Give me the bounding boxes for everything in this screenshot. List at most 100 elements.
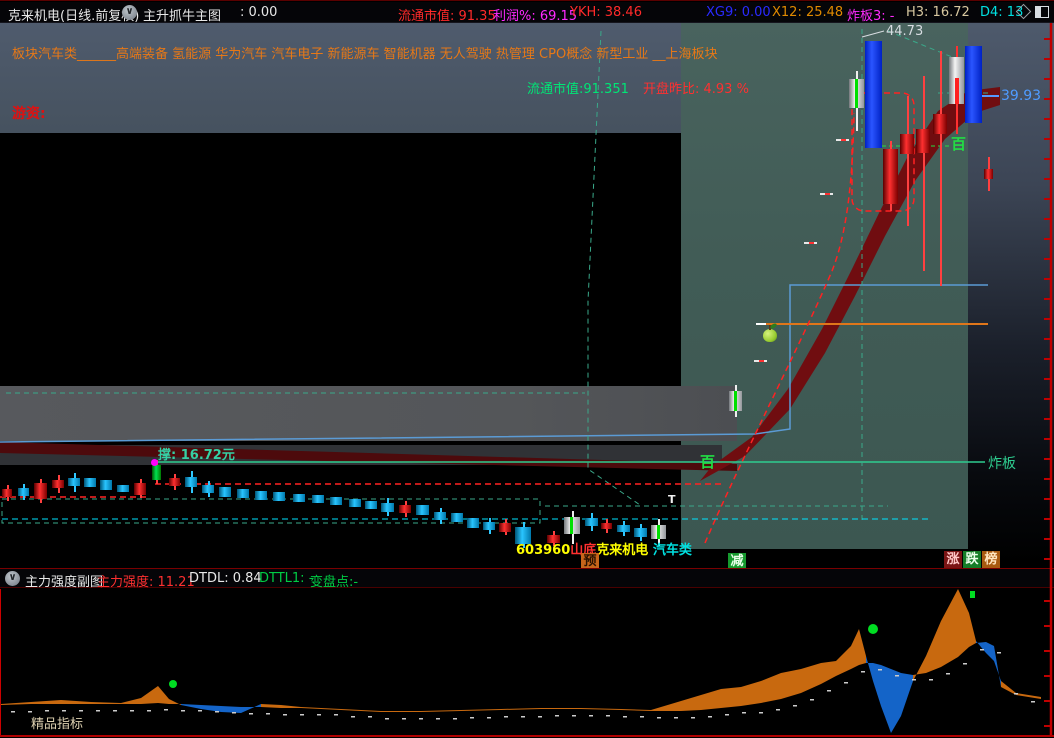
- candle: [883, 149, 898, 204]
- candle: [381, 503, 394, 512]
- dim-gray-band: [0, 445, 722, 465]
- bottom-border: [0, 735, 1054, 737]
- candle: [100, 480, 112, 490]
- candle: [312, 495, 324, 503]
- bai-bottom-label: 百: [700, 453, 716, 471]
- candle: [34, 483, 47, 499]
- stat-float-cap: 流通市值: 91.35: [398, 9, 496, 24]
- bang-badge[interactable]: 榜: [982, 551, 1000, 569]
- t-marker: T: [668, 493, 676, 506]
- candle: [467, 518, 479, 528]
- dtdl-value: DTDL: 0.84: [189, 571, 262, 586]
- stat-xg9: XG9: 0.00: [706, 5, 771, 20]
- candle: [483, 522, 495, 530]
- candle: [585, 518, 598, 526]
- stat-h3: H3: 16.72: [906, 5, 970, 20]
- candle: [499, 523, 511, 532]
- candle: [152, 465, 161, 480]
- main-chart-area[interactable]: 板块汽车类______高端装备 氢能源 华为汽车 汽车电子 新能源车 智能机器 …: [0, 23, 1054, 571]
- candle: [849, 79, 864, 108]
- candle: [2, 489, 12, 497]
- candle: [293, 494, 305, 502]
- candle: [18, 488, 29, 496]
- chevron-down-icon[interactable]: ∨: [122, 5, 137, 20]
- candle: [900, 134, 914, 154]
- candle: [202, 485, 214, 493]
- candle: [651, 525, 666, 539]
- candle: [547, 535, 560, 543]
- high-price-label: 44.73: [886, 24, 924, 39]
- stock-name-strip: 603960山底克来机电 汽车类: [516, 539, 692, 558]
- candle: [237, 489, 249, 498]
- main-indicator-name[interactable]: 主升抓牛主图: [143, 9, 222, 24]
- candle: [933, 114, 947, 134]
- candle: [273, 492, 285, 501]
- zhaban-line-label: 炸板: [988, 456, 1016, 472]
- title-bar: 克来机电(日线.前复权) ∨ 主升抓牛主图 : 0.00 流通市值: 91.35…: [0, 2, 1054, 24]
- sub-panel-header: ∨ 主力强度副图 主力强度: 11.21 DTDL: 0.84 DTTL1: -…: [0, 568, 1054, 590]
- dttl1-value: DTTL1: -: [259, 571, 314, 586]
- jian-badge[interactable]: 减: [728, 553, 746, 571]
- apple-icon: [763, 325, 777, 342]
- candle: [52, 480, 64, 488]
- float-cap-label: 流通市值:91.351: [527, 82, 629, 97]
- sector-tag-text: 汽车类: [652, 543, 692, 558]
- youzi-label: 游资:: [12, 106, 46, 122]
- stat-d4: D4: 13: [980, 5, 1024, 20]
- candle: [255, 491, 267, 500]
- candle: [399, 505, 411, 513]
- candle: [169, 478, 180, 486]
- candle: [965, 46, 982, 123]
- candle: [451, 513, 463, 522]
- zhang-badge[interactable]: 涨: [944, 551, 962, 569]
- strength-ribbon: [1, 589, 1041, 733]
- sub-indicator-name[interactable]: 主力强度副图: [25, 575, 104, 590]
- bianpan-value: 变盘点:-: [310, 575, 359, 590]
- candle: [434, 512, 446, 520]
- top-slate-band: [0, 23, 681, 133]
- candle: [330, 497, 342, 505]
- window-layout-icon[interactable]: [1035, 6, 1049, 18]
- open-ratio-label: 开盘昨比: 4.93 %: [643, 82, 749, 97]
- stock-title: 克来机电(日线.前复权): [8, 9, 140, 24]
- yu-badge[interactable]: 预: [581, 553, 599, 571]
- candle: [416, 505, 429, 515]
- bai-top-label: 百: [951, 135, 967, 153]
- candle: [916, 129, 930, 153]
- stat-x12: X12: 25.48: [772, 5, 844, 20]
- candle: [219, 487, 231, 497]
- sector-links-row[interactable]: 板块汽车类______高端装备 氢能源 华为汽车 汽车电子 新能源车 智能机器 …: [12, 47, 718, 62]
- stat-profit: 利润%: 69.15: [493, 9, 578, 24]
- candle: [84, 478, 96, 487]
- candle: [515, 527, 531, 544]
- candle: [117, 485, 129, 492]
- candle: [365, 501, 377, 509]
- candle: [185, 477, 197, 487]
- buy-signal-dot: [151, 459, 158, 466]
- sub-chart-area[interactable]: 精品指标: [0, 589, 1054, 735]
- candle: [865, 41, 882, 148]
- candle: [949, 57, 964, 104]
- stat-zhaban3: 炸板3: -: [847, 9, 895, 24]
- candle: [729, 391, 742, 411]
- candle: [349, 499, 361, 507]
- candle: [984, 169, 993, 179]
- candle: [564, 517, 580, 534]
- candle: [68, 478, 80, 486]
- stock-name-text: 克来机电: [596, 543, 649, 558]
- candle: [134, 483, 146, 495]
- candle: [634, 528, 647, 537]
- candle: [601, 523, 612, 529]
- die-badge[interactable]: 跌: [963, 551, 981, 569]
- gray-channel-band: [0, 386, 737, 441]
- stock-code-text: 603960: [516, 543, 571, 558]
- strength-value: 主力强度: 11.21: [97, 575, 195, 590]
- stat-ykh: YKH: 38.46: [570, 5, 642, 20]
- chevron-down-icon[interactable]: ∨: [5, 571, 20, 586]
- right-price-label: 39.93: [1001, 88, 1042, 104]
- support-price-label: 撑: 16.72元: [158, 448, 235, 463]
- watermark-label: 精品指标: [31, 717, 84, 732]
- candle: [617, 525, 630, 532]
- main-indicator-value: : 0.00: [240, 5, 278, 20]
